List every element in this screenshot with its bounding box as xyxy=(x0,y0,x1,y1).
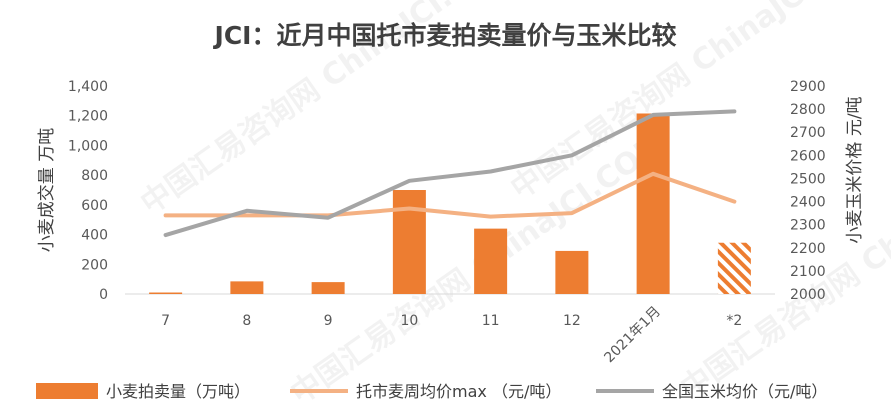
legend-label: 全国玉米均价（元/吨） xyxy=(662,382,827,401)
chart-title: JCI：近月中国托市麦拍卖量价与玉米比较 xyxy=(214,21,677,50)
series-line xyxy=(163,109,737,238)
left-tick-label: 1,000 xyxy=(68,138,108,154)
bar xyxy=(230,281,264,294)
category-label: *2 xyxy=(726,313,742,329)
watermark-text: 中国汇易咨询网 ChinaJCI.COM xyxy=(505,0,891,207)
category-label: 11 xyxy=(482,313,500,329)
bar xyxy=(636,113,670,294)
category-label: 2021年1月 xyxy=(601,304,664,367)
right-tick-label: 2900 xyxy=(790,79,826,95)
bar xyxy=(474,228,508,294)
legend-label: 小麦拍卖量（万吨） xyxy=(106,382,250,401)
right-tick-label: 2300 xyxy=(790,218,826,234)
left-tick-label: 1,400 xyxy=(68,79,108,95)
left-axis-title: 小麦成交量 万吨 xyxy=(37,128,57,252)
series-line xyxy=(163,171,737,219)
legend-label: 托市麦周均价max （元/吨） xyxy=(356,382,561,401)
right-tick-label: 2700 xyxy=(790,125,826,141)
left-tick-label: 0 xyxy=(99,287,108,303)
category-label: 8 xyxy=(242,313,251,329)
bar xyxy=(149,292,183,294)
right-axis-title: 小麦玉米价格 元/吨 xyxy=(845,96,865,243)
category-label: 9 xyxy=(324,313,333,329)
right-tick-label: 2100 xyxy=(790,264,826,280)
bar xyxy=(555,250,589,294)
bar xyxy=(311,282,345,294)
right-tick-label: 2400 xyxy=(790,195,826,211)
bar xyxy=(392,190,426,294)
bar xyxy=(717,242,751,294)
right-tick-label: 2200 xyxy=(790,241,826,257)
right-tick-label: 2800 xyxy=(790,102,826,118)
left-tick-label: 800 xyxy=(81,168,108,184)
left-tick-label: 1,200 xyxy=(68,109,108,125)
right-tick-label: 2000 xyxy=(790,287,826,303)
right-tick-label: 2500 xyxy=(790,171,826,187)
watermark-text: 中国汇易咨询网 ChinaJCI.COM xyxy=(135,0,523,222)
left-tick-label: 200 xyxy=(81,257,108,273)
legend-bar-swatch xyxy=(36,383,98,399)
left-tick-label: 600 xyxy=(81,198,108,214)
category-label: 10 xyxy=(400,313,418,329)
right-tick-label: 2600 xyxy=(790,148,826,164)
category-label: 12 xyxy=(563,313,581,329)
left-tick-label: 400 xyxy=(81,228,108,244)
category-label: 7 xyxy=(161,313,170,329)
